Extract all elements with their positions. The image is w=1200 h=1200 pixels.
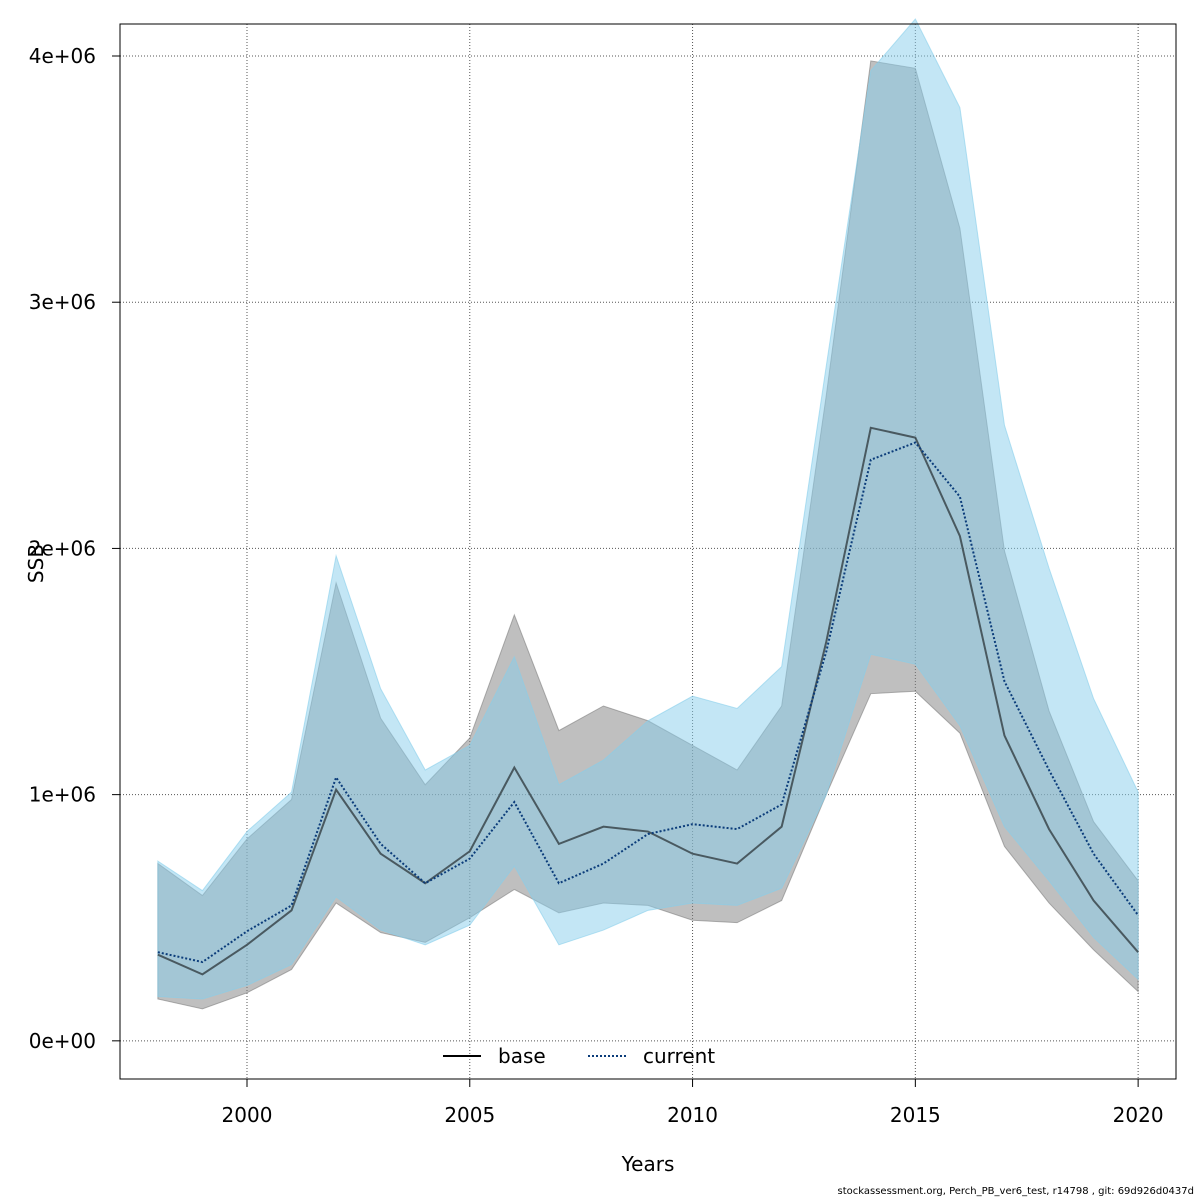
x-tick-label: 2010 [667,1103,718,1127]
y-tick-label: 2e+06 [29,536,96,560]
legend: base current [443,1044,715,1068]
plot-frame [119,23,1177,1080]
y-tick-label: 1e+06 [29,783,96,807]
legend-label-base: base [498,1044,546,1068]
band-current [157,18,1139,1000]
legend-label-current: current [643,1044,715,1068]
y-axis: 0e+00 1e+06 2e+06 3e+06 4e+06 [29,44,120,1053]
x-tick-label: 2015 [890,1103,941,1127]
y-axis-title: SSB [24,544,48,583]
line-base [157,426,1139,976]
x-tick-label: 2000 [222,1103,273,1127]
y-tick-label: 3e+06 [29,290,96,314]
line-current [157,441,1139,964]
footnote: stockassessment.org, Perch_PB_ver6_test,… [837,1186,1194,1197]
y-tick-label: 4e+06 [29,44,96,68]
x-axis-title: Years [621,1152,675,1176]
x-axis: 2000 2005 2010 2015 2020 [222,1079,1164,1127]
series-lines [157,426,1139,976]
confidence-bands [157,18,1139,1010]
x-tick-label: 2020 [1113,1103,1164,1127]
x-tick-label: 2005 [444,1103,495,1127]
y-tick-label: 0e+00 [29,1029,96,1053]
